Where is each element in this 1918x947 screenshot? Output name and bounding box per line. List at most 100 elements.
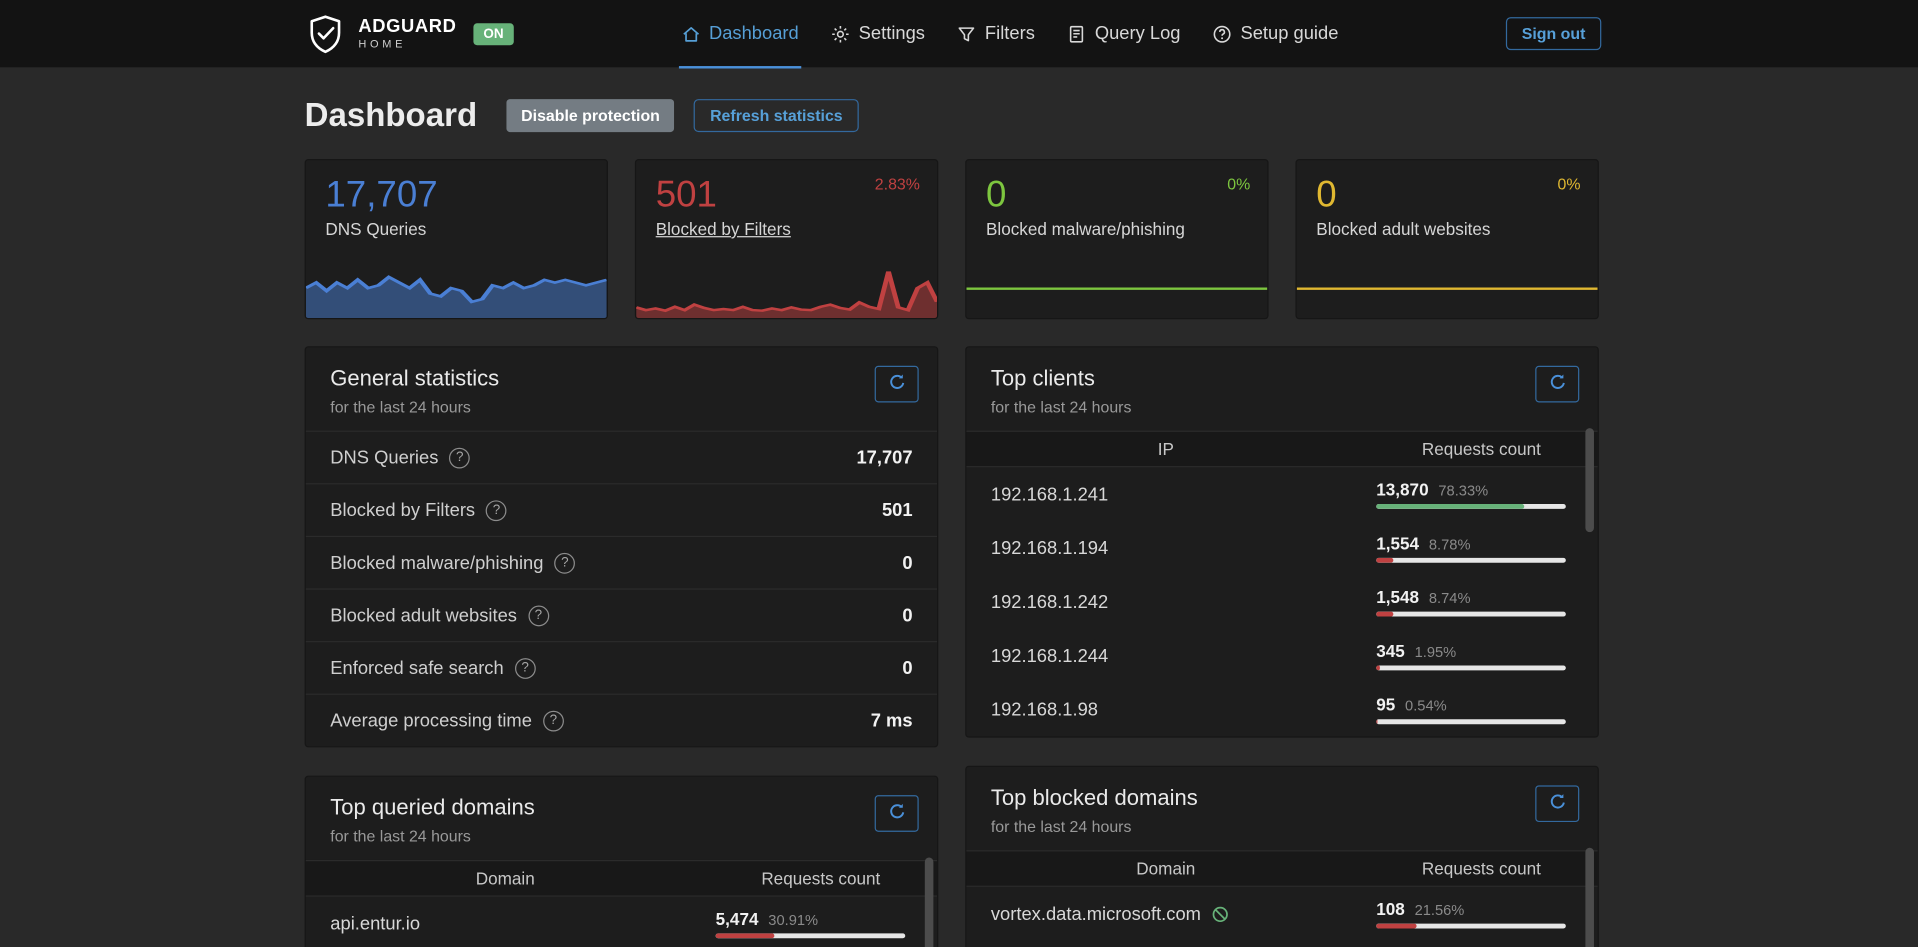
nav-item-label: Dashboard xyxy=(708,23,799,45)
help-icon[interactable]: ? xyxy=(486,499,507,521)
refresh-icon xyxy=(1548,793,1566,815)
table-row: api.entur.io 5,474 30.91% xyxy=(306,897,937,947)
general-statistics-panel: General statistics for the last 24 hours… xyxy=(304,346,939,748)
row-label: api.entur.io xyxy=(330,913,421,934)
progress-bar-fill xyxy=(1376,557,1393,563)
page-title: Dashboard xyxy=(304,96,478,134)
brand-name: ADGUARD xyxy=(358,15,457,37)
row-count: 1,548 xyxy=(1376,587,1420,607)
help-icon[interactable]: ? xyxy=(527,604,549,626)
top-blocked-rows: vortex.data.microsoft.com 108 21.56% xyxy=(966,887,1597,941)
progress-bar-fill xyxy=(1376,923,1418,929)
table-row: 192.168.1.244 345 1.95% xyxy=(966,629,1597,683)
home-icon xyxy=(681,24,701,44)
top-clients-scrollbar[interactable] xyxy=(1585,428,1594,533)
stat-card: 501 Blocked by Filters 2.83% xyxy=(634,159,939,320)
nav-item-dashboard[interactable]: Dashboard xyxy=(669,0,811,69)
statistics-row: Blocked by Filters ? 501 xyxy=(305,483,938,536)
gear-icon xyxy=(831,24,851,44)
statistics-row: Blocked malware/phishing ? 0 xyxy=(305,535,938,589)
top-queried-scrollbar[interactable] xyxy=(924,857,934,947)
statistic-label: Enforced safe search xyxy=(330,657,504,679)
stat-label: Blocked adult websites xyxy=(1316,218,1491,239)
progress-bar xyxy=(1376,665,1566,671)
nav-item-label: Setup guide xyxy=(1240,23,1339,45)
nav-item-setup-guide[interactable]: Setup guide xyxy=(1200,0,1351,67)
stat-card: 17,707 DNS Queries xyxy=(304,159,608,320)
page-header: Dashboard Disable protection Refresh sta… xyxy=(305,97,1602,135)
stat-value: 0 xyxy=(1316,174,1337,216)
top-queried-rows: api.entur.io 5,474 30.91% xyxy=(306,897,937,947)
progress-bar xyxy=(1376,503,1566,509)
panel-subtitle: for the last 24 hours xyxy=(330,397,471,416)
nav-item-query-log[interactable]: Query Log xyxy=(1054,0,1192,67)
statistic-value: 7 ms xyxy=(870,710,913,731)
statistic-label: Blocked adult websites xyxy=(330,604,517,626)
stat-percent: 0% xyxy=(1227,174,1251,194)
row-label: 192.168.1.242 xyxy=(990,591,1109,613)
top-blocked-scrollbar[interactable] xyxy=(1585,847,1594,947)
help-icon[interactable]: ? xyxy=(449,447,471,468)
row-count: 1,554 xyxy=(1376,533,1420,553)
blocked-icon xyxy=(1211,905,1229,923)
panel-title: General statistics xyxy=(330,365,500,391)
top-clients-rows: 192.168.1.241 13,870 78.33% 192.168.1.19… xyxy=(966,467,1597,736)
progress-bar-fill xyxy=(715,933,775,939)
statistic-label: Blocked malware/phishing xyxy=(330,552,544,574)
progress-bar xyxy=(1376,557,1566,563)
nav-item-label: Filters xyxy=(984,23,1035,45)
stat-label: Blocked malware/phishing xyxy=(985,218,1185,239)
row-percent: 21.56% xyxy=(1414,901,1465,919)
sparkline-chart xyxy=(636,271,938,319)
main-content: Dashboard Disable protection Refresh sta… xyxy=(304,67,1602,947)
brand-logo[interactable]: ADGUARD HOME ON xyxy=(305,13,514,55)
help-icon[interactable]: ? xyxy=(554,552,576,574)
statistic-value: 501 xyxy=(881,499,913,521)
progress-bar xyxy=(1376,611,1566,617)
progress-bar xyxy=(715,933,906,939)
stat-card: 0 Blocked adult websites 0% xyxy=(1295,159,1599,320)
panel-subtitle: for the last 24 hours xyxy=(990,817,1132,836)
progress-bar-fill xyxy=(1376,719,1378,725)
refresh-general-statistics-button[interactable] xyxy=(874,365,919,403)
column-header-ip: IP xyxy=(1157,439,1174,459)
table-row: vortex.data.microsoft.com 108 21.56% xyxy=(966,887,1597,941)
refresh-top-clients-button[interactable] xyxy=(1535,365,1580,403)
column-header-count: Requests count xyxy=(1421,858,1541,879)
refresh-top-blocked-button[interactable] xyxy=(1535,785,1580,823)
statistic-label: Blocked by Filters xyxy=(330,499,476,521)
navbar: ADGUARD HOME ON Dashboard Settings Filte… xyxy=(0,0,1918,69)
stat-value: 0 xyxy=(985,174,1007,216)
shield-logo-icon xyxy=(305,13,347,55)
nav-item-filters[interactable]: Filters xyxy=(945,0,1048,67)
sparkline-chart xyxy=(1296,287,1598,290)
disable-protection-button[interactable]: Disable protection xyxy=(506,99,675,133)
row-label: vortex.data.microsoft.com xyxy=(990,903,1201,925)
right-column: Top clients for the last 24 hours IP Req… xyxy=(965,346,1599,947)
help-icon[interactable]: ? xyxy=(514,657,536,679)
row-label: 192.168.1.98 xyxy=(990,699,1099,720)
row-count: 5,474 xyxy=(715,908,759,929)
refresh-icon xyxy=(888,802,906,824)
stat-label[interactable]: Blocked by Filters xyxy=(655,218,791,239)
statistics-row: DNS Queries ? 17,707 xyxy=(305,430,938,484)
nav-item-settings[interactable]: Settings xyxy=(818,0,937,67)
progress-bar xyxy=(1376,719,1566,725)
help-icon[interactable]: ? xyxy=(542,710,564,731)
table-row: 192.168.1.98 95 0.54% xyxy=(966,683,1597,737)
stat-cards-row: 17,707 DNS Queries 501 Blocked by Filter… xyxy=(304,159,1602,320)
table-row: 192.168.1.242 1,548 8.74% xyxy=(966,575,1597,629)
sparkline-chart xyxy=(305,275,607,319)
refresh-top-queried-button[interactable] xyxy=(874,795,919,832)
sign-out-button[interactable]: Sign out xyxy=(1505,17,1602,51)
refresh-icon xyxy=(1548,373,1566,395)
refresh-statistics-button[interactable]: Refresh statistics xyxy=(694,99,859,133)
left-column: General statistics for the last 24 hours… xyxy=(304,346,939,947)
document-icon xyxy=(1067,24,1087,44)
row-percent: 30.91% xyxy=(768,911,819,929)
progress-bar-fill xyxy=(1376,665,1380,671)
row-percent: 0.54% xyxy=(1405,697,1447,715)
panel-title: Top queried domains xyxy=(330,795,535,820)
stat-label: DNS Queries xyxy=(325,218,427,239)
